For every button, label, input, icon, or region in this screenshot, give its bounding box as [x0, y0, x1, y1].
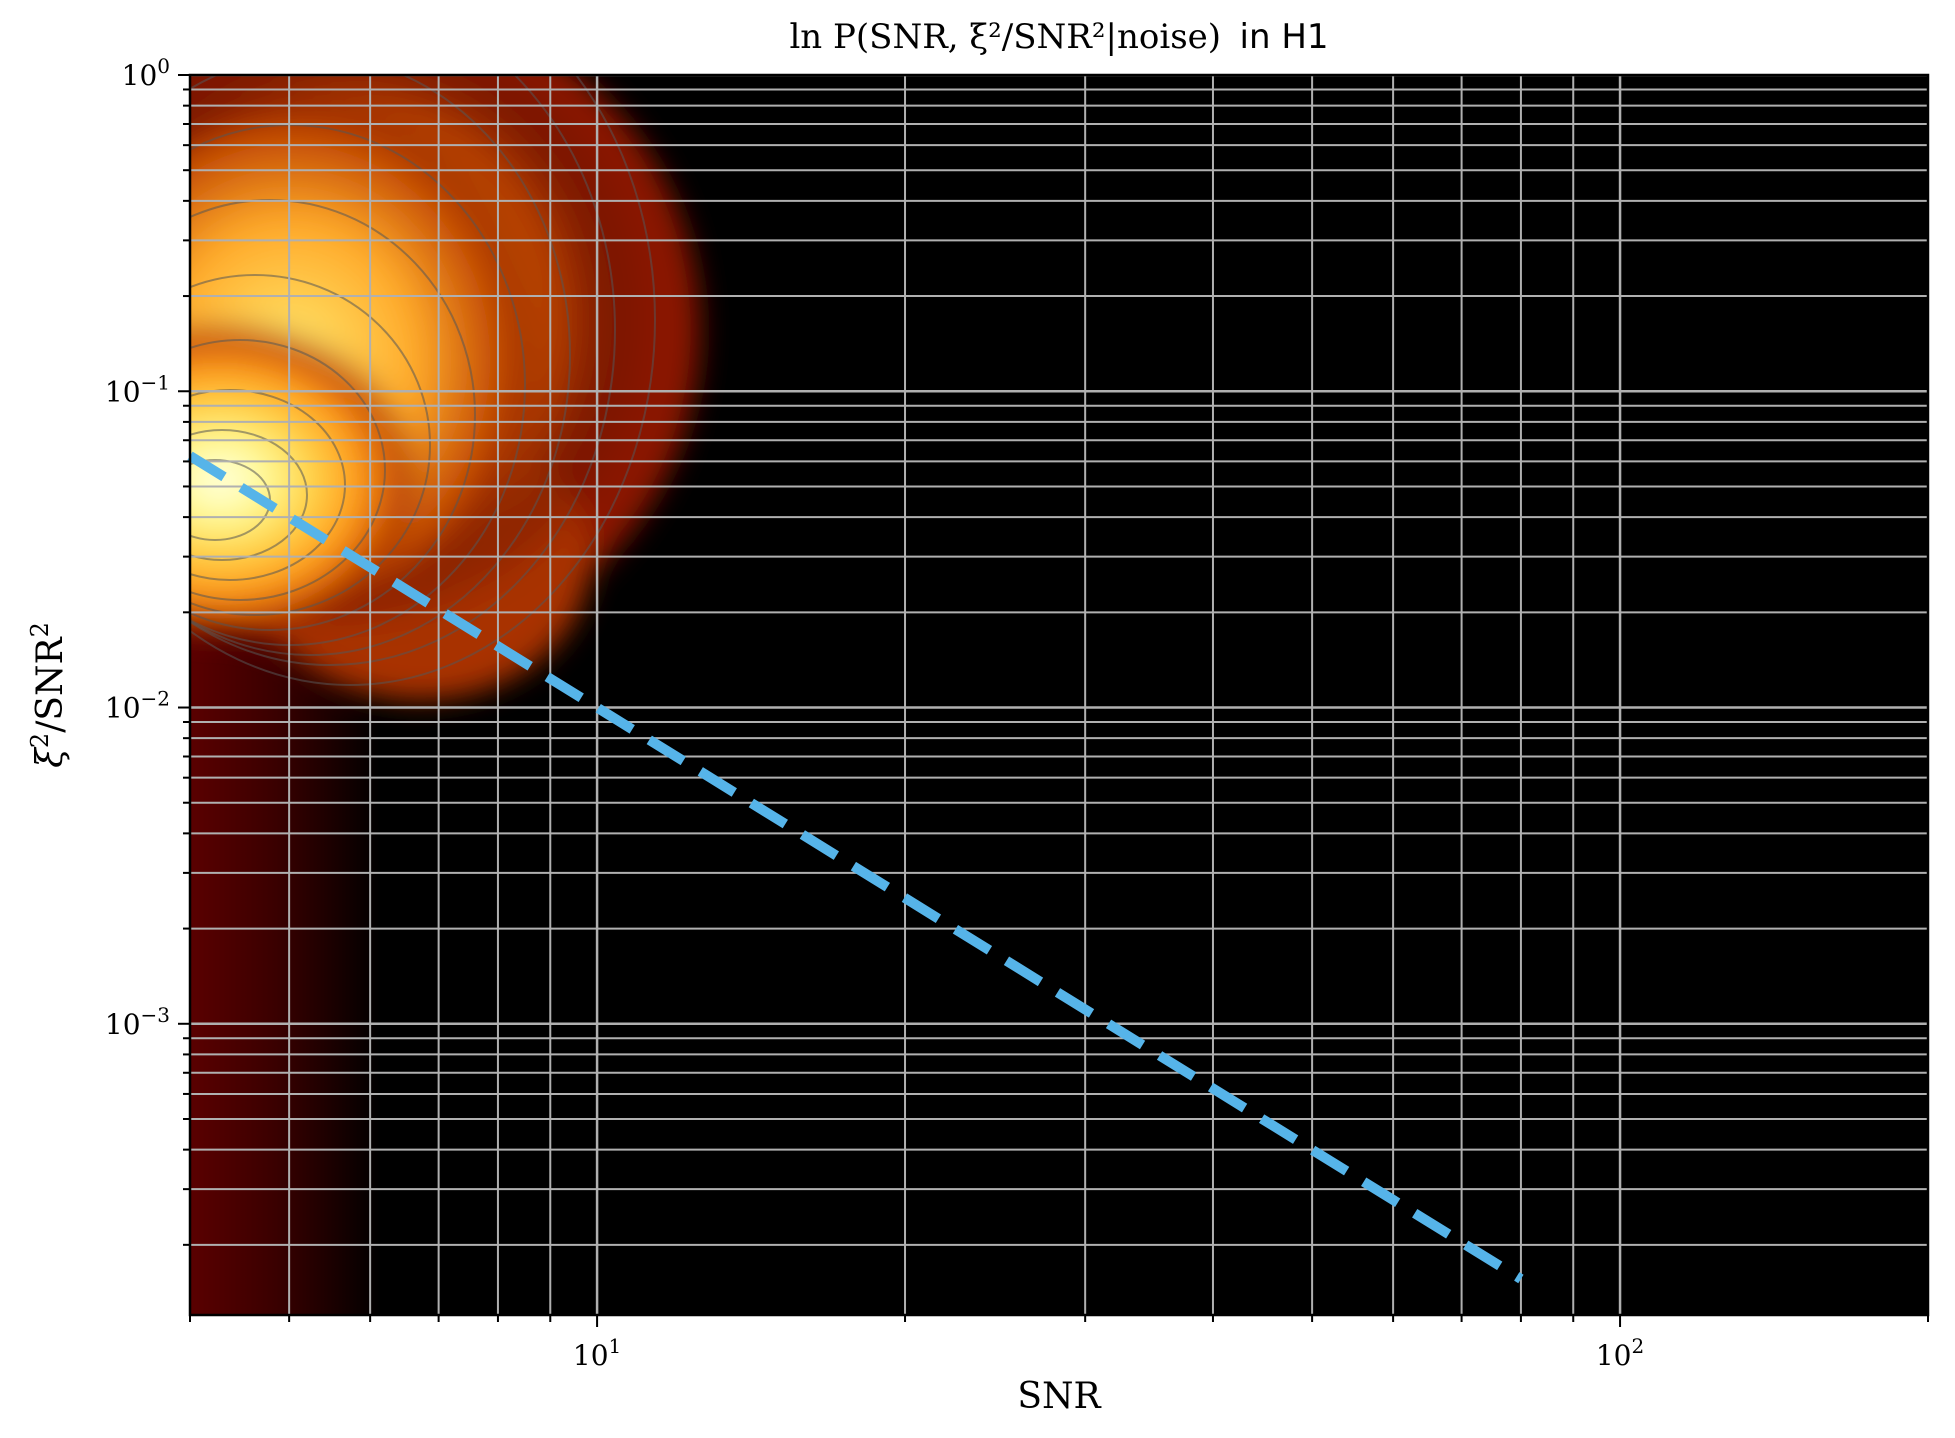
- contour-line: [190, 274, 431, 616]
- contour-line: [190, 339, 386, 601]
- axes-frame: [188, 73, 1930, 1317]
- contour-line: [190, 389, 346, 581]
- contour-line: [190, 75, 656, 686]
- y-tick-label: 10−3: [105, 1003, 170, 1041]
- contour-line: [190, 75, 571, 656]
- y-axis-title-xi-sup: 2: [26, 733, 54, 748]
- density-low-snr-tail: [190, 600, 380, 1315]
- threshold-line: [187, 451, 1524, 1284]
- chart-title: ln P(SNR, ξ²/SNR²|noise) in H1: [789, 17, 1328, 57]
- contour-line: [190, 429, 308, 561]
- contour-line: [190, 75, 616, 666]
- density-heatmap: [190, 75, 700, 1315]
- axis-ticks: [178, 74, 1929, 1327]
- grid-minor: [190, 75, 1928, 1315]
- y-tick-label: 10−1: [105, 370, 170, 408]
- chart-title-suffix: in H1: [1240, 17, 1329, 57]
- grid-major: [190, 75, 1928, 1315]
- y-axis-title-mid: /SNR: [30, 636, 71, 732]
- y-tick-label: 100: [122, 54, 170, 92]
- y-tick-label: 10−2: [105, 687, 170, 725]
- x-tick-label: 101: [573, 1334, 621, 1372]
- x-tick-label: 102: [1596, 1334, 1644, 1372]
- y-axis-title-xi: ξ: [30, 746, 71, 768]
- y-axis-title: ξ2/SNR2: [26, 622, 71, 768]
- x-tick-labels: 101 102: [573, 1334, 1644, 1372]
- y-axis-title-snr-sup: 2: [26, 622, 54, 637]
- chart-title-math: ln P(SNR, ξ²/SNR²|noise): [789, 17, 1221, 57]
- x-axis-title: SNR: [1017, 1376, 1101, 1417]
- y-tick-labels: 100 10−1 10−2 10−3: [105, 54, 170, 1041]
